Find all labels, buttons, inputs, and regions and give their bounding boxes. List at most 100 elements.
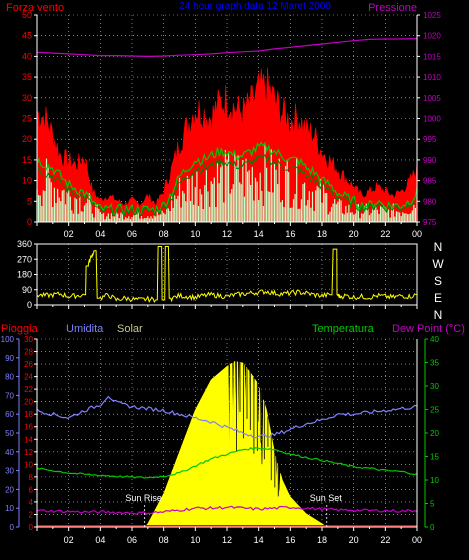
y-right-tick-label: 985 (423, 177, 437, 186)
x-tick-label: 10 (190, 535, 200, 545)
rain-tick-label: 20 (24, 398, 33, 407)
y-right-tick-label: 1020 (423, 32, 441, 41)
y-right-tick-label: 1010 (423, 73, 441, 82)
temperature-axis-title: Temperatura (312, 323, 375, 335)
direction-tick-label: 270 (17, 254, 32, 264)
y-left-tick-label: 35 (22, 72, 32, 82)
humidity-tick-label: 0 (10, 523, 15, 532)
x-tick-label: 22 (380, 535, 390, 545)
x-tick-label: 08 (159, 535, 169, 545)
x-tick-label: 18 (317, 229, 327, 239)
x-tick-label: 14 (254, 535, 264, 545)
y-right-tick-label: 1000 (423, 115, 441, 124)
temperature-tick-label: 15 (430, 453, 439, 462)
temperature-tick-label: 5 (430, 500, 435, 509)
humidity-tick-label: 70 (5, 391, 14, 400)
direction-tick-label: 360 (17, 239, 32, 249)
x-tick-label: 22 (380, 229, 390, 239)
x-tick-label: 02 (64, 229, 74, 239)
temperature-tick-label: 35 (430, 359, 439, 368)
rain-tick-label: 8 (29, 473, 34, 482)
rain-tick-label: 12 (24, 448, 33, 457)
rain-tick-label: 18 (24, 410, 33, 419)
rain-tick-label: 0 (29, 523, 34, 532)
humidity-tick-label: 30 (5, 467, 14, 476)
x-tick-label: 18 (317, 535, 327, 545)
x-tick-label: 04 (95, 229, 105, 239)
compass-label: N (434, 308, 443, 322)
y-left-tick-label: 30 (22, 93, 32, 103)
wind-direction-series (36, 246, 418, 303)
x-tick-label: 14 (254, 229, 264, 239)
wind-gust-series (36, 67, 418, 223)
x-tick-label: 00 (412, 229, 422, 239)
humidity-tick-label: 50 (5, 429, 14, 438)
rain-tick-label: 26 (24, 360, 33, 369)
x-tick-label: 08 (159, 229, 169, 239)
x-tick-label: 12 (222, 229, 232, 239)
temperature-tick-label: 40 (430, 335, 439, 344)
rain-tick-label: 30 (24, 335, 33, 344)
y-left-tick-label: 25 (22, 114, 32, 124)
humidity-tick-label: 40 (5, 448, 14, 457)
y-left-tick-label: 15 (22, 155, 32, 165)
rain-tick-label: 4 (29, 498, 34, 507)
compass-label: N (434, 240, 443, 254)
y-left-tick-label: 0 (27, 217, 32, 227)
y-left-tick-label: 45 (22, 31, 32, 41)
x-tick-label: 04 (95, 535, 105, 545)
x-tick-label: 20 (349, 229, 359, 239)
humidity-tick-label: 90 (5, 354, 14, 363)
rain-tick-label: 24 (24, 373, 33, 382)
temperature-humidity-panel: Sun Rise Sun Set0246810121416182022242628… (1, 335, 440, 545)
rain-axis-title: Pioggia (1, 323, 39, 335)
y-left-tick-label: 20 (22, 134, 32, 144)
pressure-axis-title: Pressione (368, 2, 417, 14)
solar-series (144, 360, 328, 528)
wind-pressure-panel: 0510152025303540455097598098599099510001… (22, 10, 441, 239)
y-right-tick-label: 1015 (423, 52, 441, 61)
temperature-tick-label: 10 (430, 476, 439, 485)
y-right-tick-label: 995 (423, 135, 437, 144)
temperature-tick-label: 25 (430, 406, 439, 415)
compass-label: S (434, 274, 442, 288)
y-right-tick-label: 975 (423, 218, 437, 227)
humidity-tick-label: 20 (5, 485, 14, 494)
chart-title: 24 hour graph data 12 Maret 2008 (179, 1, 331, 12)
solar-dips (236, 361, 279, 497)
dewpoint-axis-title: Dew Point (°C) (392, 323, 465, 335)
direction-tick-label: 90 (22, 285, 32, 295)
x-tick-label: 00 (412, 535, 422, 545)
x-tick-label: 12 (222, 535, 232, 545)
temperature-series (36, 447, 418, 479)
rain-tick-label: 10 (24, 460, 33, 469)
humidity-series (36, 395, 418, 439)
x-tick-label: 16 (285, 535, 295, 545)
wind-average-series (36, 141, 418, 216)
x-tick-label: 10 (190, 229, 200, 239)
humidity-tick-label: 80 (5, 373, 14, 382)
rain-tick-label: 22 (24, 385, 33, 394)
y-left-tick-label: 5 (27, 196, 32, 206)
sunset-label: Sun Set (310, 493, 343, 503)
temperature-tick-label: 0 (430, 523, 435, 532)
rain-tick-label: 2 (29, 510, 34, 519)
x-tick-label: 20 (349, 535, 359, 545)
compass-label: W (432, 257, 444, 271)
y-left-tick-label: 10 (22, 176, 32, 186)
y-right-tick-label: 980 (423, 197, 437, 206)
rain-tick-label: 16 (24, 423, 33, 432)
x-tick-label: 06 (127, 535, 137, 545)
x-tick-label: 16 (285, 229, 295, 239)
wind-average-low-series (36, 153, 418, 217)
humidity-tick-label: 10 (5, 504, 14, 513)
sunrise-label: Sun Rise (125, 493, 162, 503)
x-tick-label: 02 (64, 535, 74, 545)
y-left-tick-label: 50 (22, 10, 32, 20)
rain-tick-label: 28 (24, 348, 33, 357)
direction-tick-label: 0 (27, 300, 32, 310)
rain-tick-label: 14 (24, 435, 33, 444)
